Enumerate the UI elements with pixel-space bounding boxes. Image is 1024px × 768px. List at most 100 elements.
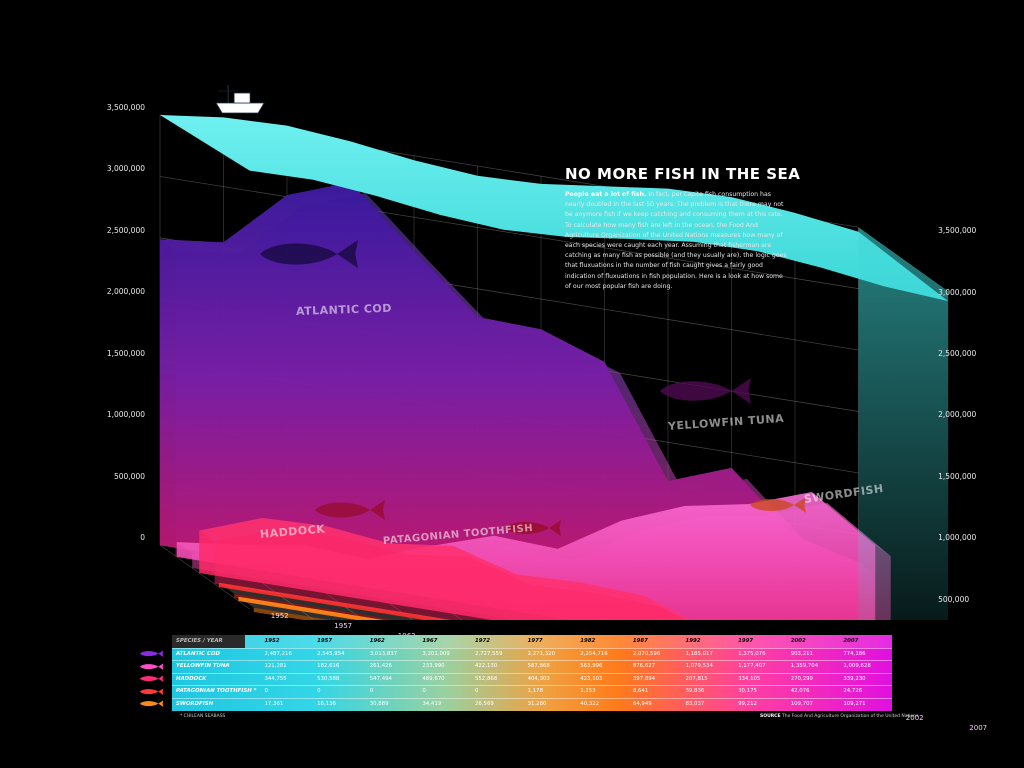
table-cell: 34,419 [422, 700, 442, 707]
y-tick-left: 3,500,000 [106, 103, 145, 112]
area-patagonian-toothfish [218, 582, 452, 620]
table-cell: 26,569 [474, 700, 494, 707]
y-tick-right: 2,000,000 [938, 410, 977, 420]
table-header-year: 1957 [317, 638, 333, 645]
table-row: ATLANTIC COD 2,487,216 2,545,954 3,013,837 3… [172, 648, 892, 661]
table-cell: 109,271 [843, 700, 866, 707]
table-cell: 8,641 [632, 688, 649, 695]
table-cell: 1,185,017 [685, 650, 713, 657]
table-cell: 404,303 [527, 675, 550, 682]
table-row: YELLOWFIN TUNA 121,281 182,616 261,426 233,9… [172, 660, 892, 673]
y-tick-right: 3,500,000 [938, 226, 977, 236]
y-tick-left: 500,000 [113, 471, 145, 481]
table-cell: 1,178 [527, 688, 543, 695]
table-header-year: 1992 [685, 638, 701, 645]
table-cell: 2,727,559 [474, 650, 503, 657]
table-cell: 876,627 [632, 663, 656, 670]
y-tick-right: 500,000 [938, 594, 970, 604]
fish-legend-icon [140, 650, 164, 657]
y-tick-left: 0 [140, 533, 145, 542]
y-tick-left: 1,000,000 [106, 410, 145, 420]
table-row-divider [172, 672, 892, 674]
table-cell: 39,836 [685, 688, 705, 695]
table-cell: 1,153 [580, 688, 596, 695]
table-cell: 30,889 [369, 700, 389, 707]
intro-body: In fact, per capita fish consumption has… [565, 191, 787, 290]
table-cell: 233,990 [422, 663, 445, 670]
y-tick-left: 2,500,000 [106, 225, 145, 235]
table-header-year: 1962 [369, 638, 385, 645]
right-wall [858, 227, 949, 620]
table-cell: 3,013,837 [369, 650, 398, 657]
table-cell: 0 [317, 688, 321, 695]
table-cell: 1,177,407 [738, 663, 766, 670]
table-cell: 903,211 [790, 650, 813, 657]
fish-legend-icon [140, 687, 164, 695]
intro-lead: People eat a lot of fish. [565, 191, 647, 198]
sea-surface [160, 85, 949, 620]
table-cell: 40,322 [580, 700, 600, 707]
table-cell: 0 [422, 688, 426, 695]
y-tick-right: 2,500,000 [938, 349, 977, 359]
table-cell: 587,868 [527, 663, 550, 670]
table-cell: 0 [264, 688, 268, 695]
intro-paragraph: People eat a lot of fish. In fact, per c… [565, 190, 787, 292]
table-cell: 30,175 [738, 688, 757, 695]
table-row-divider [172, 697, 892, 699]
table-cell: 489,670 [422, 675, 445, 682]
table-header-year: 1952 [264, 638, 280, 645]
table-cell: 530,588 [317, 675, 340, 682]
x-tick: 1957 [334, 622, 353, 631]
table-species-name: YELLOWFIN TUNA [176, 663, 230, 670]
source-label: SOURCE [760, 714, 781, 719]
x-tick: 2007 [969, 724, 988, 733]
table-cell: 334,105 [738, 675, 761, 682]
table-cell: 24,726 [843, 688, 863, 695]
table-row-divider [172, 647, 892, 649]
table-cell: 16,136 [317, 700, 336, 707]
fish-silhouettes [260, 240, 806, 536]
table-cell: 0 [474, 688, 479, 695]
area-front-swordfish [253, 607, 331, 620]
table-row-divider [172, 685, 892, 686]
y-tick-left: 3,000,000 [106, 164, 145, 174]
area-swordfish [238, 596, 384, 620]
table-cell: 0 [369, 688, 374, 695]
fish-tuna-icon [660, 378, 751, 404]
fish-cod-icon [260, 240, 358, 268]
table-row: PATAGONIAN TOOTHFISH * 0 0 0 0 0 1,178 1,153 8,6… [172, 685, 892, 698]
boat-icon [215, 85, 265, 114]
fish-swordfish-icon [750, 497, 806, 513]
gridline-h [159, 176, 859, 289]
table-row-divider [172, 660, 892, 661]
table-row: HADDOCK 344,755 530,588 547,494 489,670 552,8… [172, 673, 892, 686]
table-species-name: ATLANTIC COD [176, 650, 220, 657]
table-cell: 2,254,716 [580, 650, 608, 657]
table-cell: 2,487,216 [264, 650, 292, 657]
y-tick-right: 1,500,000 [938, 471, 977, 481]
fish-legend-icon [140, 675, 164, 682]
table-cell: 3,201,009 [422, 650, 450, 657]
area-front-haddock [214, 529, 685, 620]
table-cell: 547,494 [369, 675, 392, 682]
x-tick: 1952 [270, 612, 289, 620]
table-cell: 2,545,954 [317, 650, 345, 657]
table-cell: 397,894 [632, 675, 656, 682]
table-header-year: 1977 [527, 638, 543, 645]
table-background [172, 635, 892, 711]
table-species-name: PATAGONIAN TOOTHFISH * [176, 688, 257, 695]
fish-legend-icon [140, 662, 164, 670]
table-cell: 344,755 [264, 675, 287, 682]
table-cell: 774,186 [843, 650, 866, 657]
table-header-year: 1967 [422, 638, 438, 645]
y-tick-left: 2,000,000 [106, 287, 145, 297]
source-note: SOURCE The Food And Agriculture Organiza… [760, 714, 919, 719]
table-cell: 1,359,704 [790, 663, 819, 670]
table-cell: 1,009,628 [843, 663, 871, 670]
table-cell: 31,280 [527, 700, 547, 707]
source-text: The Food And Agriculture Organization of… [782, 714, 919, 719]
floor-line [159, 544, 250, 610]
y-tick-right: 3,000,000 [938, 287, 977, 297]
footnote: * CHILEAN SEABASS [180, 714, 226, 719]
table-row: SWORDFISH 17,361 16,136 30,889 34,419 26,569 3… [172, 698, 892, 711]
